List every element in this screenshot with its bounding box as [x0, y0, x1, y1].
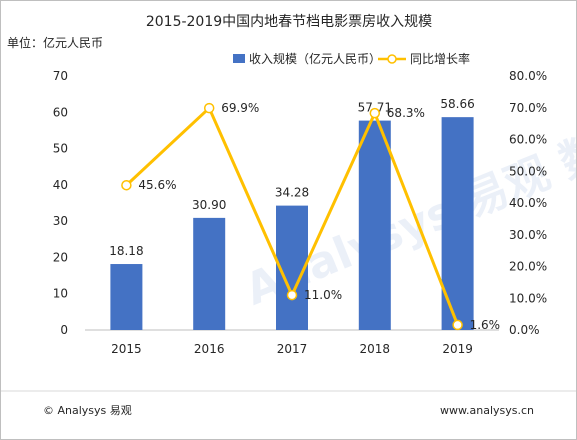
y-right-tick-label: 40.0% — [509, 196, 547, 210]
line-point — [452, 319, 463, 331]
y-right-tick-label: 10.0% — [509, 291, 547, 305]
x-axis: 2015 2016 2017 2018 2019 — [111, 342, 473, 356]
line-point — [286, 289, 298, 301]
line-value-label: 69.9% — [221, 101, 259, 115]
line-point — [203, 102, 215, 114]
chart-title: 2015-2019中国内地春节档电影票房收入规模 — [146, 14, 432, 30]
line-value-label: 45.6% — [138, 178, 176, 192]
line-series — [121, 102, 463, 331]
y-left-tick-label: 40 — [53, 178, 68, 192]
line-value-labels: 45.6% 69.9% 11.0% 68.3% 1.6% — [138, 101, 500, 332]
y-left-tick-label: 50 — [53, 142, 68, 156]
bar-series — [110, 117, 474, 330]
y-left-tick-label: 60 — [53, 105, 68, 119]
line-point — [369, 107, 381, 119]
bar-value-label: 30.90 — [192, 198, 226, 212]
bar-value-label: 57.71 — [358, 101, 392, 115]
y-right-tick-label: 70.0% — [509, 101, 547, 115]
y-left-tick-label: 20 — [53, 250, 68, 264]
y-left-axis: 0 10 20 30 40 50 60 70 — [53, 69, 68, 337]
legend-bar-swatch — [233, 54, 245, 63]
line-value-label: 1.6% — [470, 318, 501, 332]
bar-value-labels: 18.18 30.90 34.28 57.71 58.66 — [109, 97, 475, 258]
x-tick-label: 2018 — [360, 342, 391, 356]
y-left-tick-label: 30 — [53, 214, 68, 228]
bar — [110, 264, 143, 330]
footer-source: © Analysys 易观 — [43, 404, 132, 417]
line-value-label: 11.0% — [304, 288, 342, 302]
y-left-tick-label: 10 — [53, 287, 68, 301]
y-left-tick-label: 0 — [60, 323, 68, 337]
legend-bar-label: 收入规模（亿元人民币） — [249, 51, 381, 66]
bar-value-label: 18.18 — [109, 244, 143, 258]
bar-value-label: 58.66 — [440, 97, 474, 111]
x-tick-label: 2017 — [277, 342, 308, 356]
y-right-tick-label: 50.0% — [509, 164, 547, 178]
y-right-tick-label: 60.0% — [509, 133, 547, 147]
line-point — [121, 179, 132, 191]
legend-line-marker — [387, 54, 397, 64]
y-right-axis: 0.0% 10.0% 20.0% 30.0% 40.0% 50.0% 60.0% 70.0% 8… — [509, 69, 547, 337]
bar — [193, 217, 226, 330]
x-tick-label: 2015 — [111, 342, 142, 356]
y-left-tick-label: 70 — [53, 69, 68, 83]
y-right-tick-label: 80.0% — [509, 69, 547, 83]
line-value-label: 68.3% — [387, 106, 425, 120]
footer-url: www.analysys.cn — [440, 404, 534, 417]
x-tick-label: 2016 — [194, 342, 225, 356]
y-right-tick-label: 30.0% — [509, 228, 547, 242]
x-tick-label: 2019 — [442, 342, 473, 356]
y-right-tick-label: 20.0% — [509, 260, 547, 274]
bar-value-label: 34.28 — [275, 186, 309, 200]
y-right-tick-label: 0.0% — [509, 323, 540, 337]
unit-label: 单位：亿元人民币 — [7, 35, 103, 50]
legend-line-label: 同比增长率 — [410, 51, 470, 66]
bar — [358, 120, 391, 330]
